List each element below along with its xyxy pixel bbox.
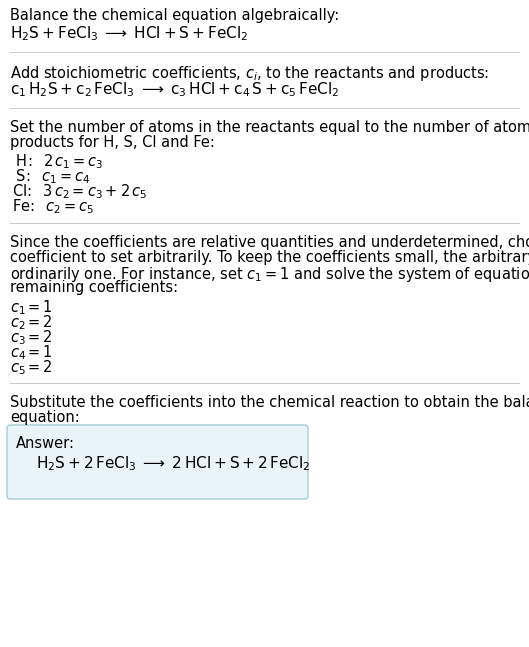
Text: Substitute the coefficients into the chemical reaction to obtain the balanced: Substitute the coefficients into the che… <box>10 395 529 410</box>
Text: $\;\mathrm{H}\!:\;\;2\,c_1 = c_3$: $\;\mathrm{H}\!:\;\;2\,c_1 = c_3$ <box>12 152 104 171</box>
Text: $c_3 = 2$: $c_3 = 2$ <box>10 328 53 347</box>
Text: $\mathregular{H_2S + FeCl_3 \;\longrightarrow\; HCl + S + FeCl_2}$: $\mathregular{H_2S + FeCl_3 \;\longright… <box>10 24 248 43</box>
Text: $c_5 = 2$: $c_5 = 2$ <box>10 358 53 377</box>
Text: Balance the chemical equation algebraically:: Balance the chemical equation algebraica… <box>10 8 339 23</box>
Text: Since the coefficients are relative quantities and underdetermined, choose a: Since the coefficients are relative quan… <box>10 235 529 250</box>
Text: remaining coefficients:: remaining coefficients: <box>10 280 178 295</box>
Text: $c_1 = 1$: $c_1 = 1$ <box>10 298 53 316</box>
Text: Add stoichiometric coefficients, $c_i$, to the reactants and products:: Add stoichiometric coefficients, $c_i$, … <box>10 64 489 83</box>
Text: $\mathrm{Cl}\!:\;\;3\,c_2 = c_3 + 2\,c_5$: $\mathrm{Cl}\!:\;\;3\,c_2 = c_3 + 2\,c_5… <box>12 182 148 201</box>
Text: Answer:: Answer: <box>16 436 75 451</box>
Text: $\mathregular{c_1\, H_2S + c_2\, FeCl_3 \;\longrightarrow\; c_3\, HCl + c_4\, S : $\mathregular{c_1\, H_2S + c_2\, FeCl_3 … <box>10 80 340 99</box>
Text: $\mathregular{H_2S + 2\,FeCl_3 \;\longrightarrow\; 2\,HCl + S + 2\,FeCl_2}$: $\mathregular{H_2S + 2\,FeCl_3 \;\longri… <box>36 454 311 473</box>
Text: equation:: equation: <box>10 410 80 425</box>
FancyBboxPatch shape <box>7 425 308 499</box>
Text: products for H, S, Cl and Fe:: products for H, S, Cl and Fe: <box>10 135 215 150</box>
Text: $c_4 = 1$: $c_4 = 1$ <box>10 343 53 362</box>
Text: coefficient to set arbitrarily. To keep the coefficients small, the arbitrary va: coefficient to set arbitrarily. To keep … <box>10 250 529 265</box>
Text: $c_2 = 2$: $c_2 = 2$ <box>10 313 53 332</box>
Text: $\;\mathrm{S}\!:\;\;c_1 = c_4$: $\;\mathrm{S}\!:\;\;c_1 = c_4$ <box>12 167 90 186</box>
Text: ordinarily one. For instance, set $c_1 = 1$ and solve the system of equations fo: ordinarily one. For instance, set $c_1 =… <box>10 265 529 284</box>
Text: Set the number of atoms in the reactants equal to the number of atoms in the: Set the number of atoms in the reactants… <box>10 120 529 135</box>
Text: $\mathrm{Fe}\!:\;\;c_2 = c_5$: $\mathrm{Fe}\!:\;\;c_2 = c_5$ <box>12 197 94 215</box>
